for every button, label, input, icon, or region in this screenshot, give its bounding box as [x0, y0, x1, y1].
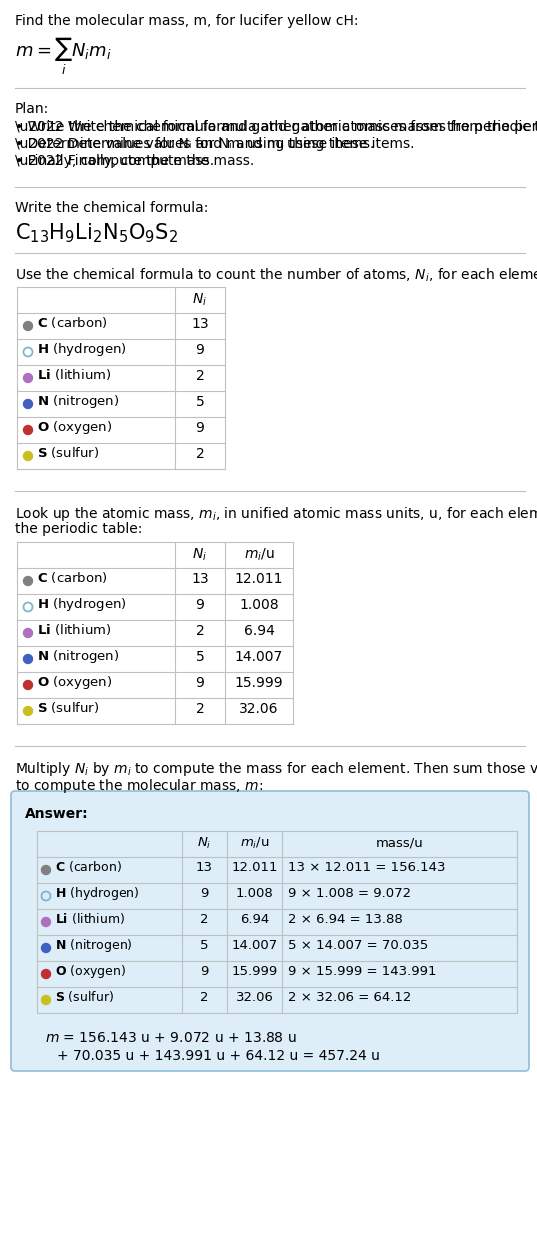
Text: the periodic table:: the periodic table: — [15, 522, 142, 535]
Text: $m = \sum_i N_i m_i$: $m = \sum_i N_i m_i$ — [15, 36, 112, 77]
Text: $N_i$: $N_i$ — [192, 547, 207, 563]
Text: Plan:: Plan: — [15, 102, 49, 116]
Text: $\bf{S}$ (sulfur): $\bf{S}$ (sulfur) — [37, 700, 99, 715]
Text: 6.94: 6.94 — [244, 624, 274, 638]
Text: 2: 2 — [195, 701, 205, 716]
Text: 2: 2 — [195, 369, 205, 383]
Text: 5: 5 — [195, 650, 205, 664]
Text: $\bf{C}$ (carbon): $\bf{C}$ (carbon) — [37, 314, 108, 329]
Text: $\bf{Li}$ (lithium): $\bf{Li}$ (lithium) — [37, 622, 111, 636]
Text: $\bf{H}$ (hydrogen): $\bf{H}$ (hydrogen) — [37, 341, 127, 358]
Circle shape — [41, 943, 50, 952]
Text: 9 × 15.999 = 143.991: 9 × 15.999 = 143.991 — [288, 965, 437, 978]
Text: 15.999: 15.999 — [235, 676, 284, 690]
Text: 9: 9 — [195, 598, 205, 612]
Circle shape — [24, 629, 33, 638]
Text: $\bf{N}$ (nitrogen): $\bf{N}$ (nitrogen) — [37, 393, 119, 411]
Text: $\bf{S}$ (sulfur): $\bf{S}$ (sulfur) — [55, 988, 114, 1003]
Text: • Determine values for Nᵢ and mᵢ using these items.: • Determine values for Nᵢ and mᵢ using t… — [15, 137, 374, 151]
Text: 32.06: 32.06 — [240, 701, 279, 716]
Circle shape — [24, 654, 33, 664]
Text: Write the chemical formula:: Write the chemical formula: — [15, 201, 208, 215]
Text: $\bf{S}$ (sulfur): $\bf{S}$ (sulfur) — [37, 446, 99, 461]
Text: 1.008: 1.008 — [239, 598, 279, 612]
Text: $\bf{Li}$ (lithium): $\bf{Li}$ (lithium) — [37, 367, 111, 382]
Text: $N_i$: $N_i$ — [197, 836, 212, 851]
Text: $m_i$/u: $m_i$/u — [244, 547, 274, 563]
Circle shape — [24, 706, 33, 715]
Text: 12.011: 12.011 — [231, 861, 278, 874]
Text: $\bf{N}$ (nitrogen): $\bf{N}$ (nitrogen) — [55, 937, 133, 953]
Text: 32.06: 32.06 — [236, 991, 273, 1003]
Circle shape — [24, 322, 33, 331]
Text: Use the chemical formula to count the number of atoms, $N_i$, for each element:: Use the chemical formula to count the nu… — [15, 267, 537, 285]
Text: 13: 13 — [191, 317, 209, 331]
Circle shape — [24, 452, 33, 461]
Text: 2: 2 — [200, 991, 209, 1003]
Text: \u2022 Finally, compute the mass.: \u2022 Finally, compute the mass. — [15, 154, 254, 168]
Text: $\bf{C}$ (carbon): $\bf{C}$ (carbon) — [55, 859, 122, 874]
Text: 13: 13 — [196, 861, 213, 874]
Circle shape — [24, 577, 33, 585]
Text: $\bf{O}$ (oxygen): $\bf{O}$ (oxygen) — [37, 419, 112, 436]
Circle shape — [24, 426, 33, 434]
Circle shape — [41, 996, 50, 1005]
Text: 9: 9 — [195, 343, 205, 357]
Text: • Finally, compute the mass.: • Finally, compute the mass. — [15, 154, 214, 168]
Text: 2: 2 — [195, 624, 205, 638]
Text: $\bf{Li}$ (lithium): $\bf{Li}$ (lithium) — [55, 911, 125, 926]
Text: $\bf{H}$ (hydrogen): $\bf{H}$ (hydrogen) — [37, 597, 127, 613]
Text: 13 × 12.011 = 156.143: 13 × 12.011 = 156.143 — [288, 861, 446, 874]
FancyBboxPatch shape — [11, 791, 529, 1071]
Text: 9: 9 — [200, 965, 209, 978]
Text: $\bf{O}$ (oxygen): $\bf{O}$ (oxygen) — [55, 963, 126, 980]
Text: 14.007: 14.007 — [235, 650, 283, 664]
Text: Look up the atomic mass, $m_i$, in unified atomic mass units, u, for each elemen: Look up the atomic mass, $m_i$, in unifi… — [15, 505, 537, 523]
Circle shape — [24, 373, 33, 382]
Text: \u2022 Determine values for Nᵢ and mᵢ using these items.: \u2022 Determine values for Nᵢ and mᵢ us… — [15, 137, 415, 151]
Text: 2: 2 — [195, 447, 205, 461]
Text: 9: 9 — [195, 676, 205, 690]
Text: 6.94: 6.94 — [240, 914, 269, 926]
Text: 12.011: 12.011 — [235, 572, 283, 587]
Text: + 70.035 u + 143.991 u + 64.12 u = 457.24 u: + 70.035 u + 143.991 u + 64.12 u = 457.2… — [57, 1050, 380, 1063]
Text: 9 × 1.008 = 9.072: 9 × 1.008 = 9.072 — [288, 887, 411, 900]
Text: to compute the molecular mass, $m$:: to compute the molecular mass, $m$: — [15, 778, 263, 795]
Circle shape — [24, 399, 33, 408]
Text: $m_i$/u: $m_i$/u — [240, 836, 269, 851]
Text: 2 × 6.94 = 13.88: 2 × 6.94 = 13.88 — [288, 914, 403, 926]
Text: $\bf{N}$ (nitrogen): $\bf{N}$ (nitrogen) — [37, 648, 119, 665]
Text: 9: 9 — [195, 421, 205, 436]
Text: 15.999: 15.999 — [231, 965, 278, 978]
Circle shape — [41, 917, 50, 926]
Text: $N_i$: $N_i$ — [192, 292, 207, 308]
Text: $\bf{H}$ (hydrogen): $\bf{H}$ (hydrogen) — [55, 885, 140, 902]
Text: 1.008: 1.008 — [236, 887, 273, 900]
Circle shape — [41, 970, 50, 978]
Text: \u2022 Write the chemical formula and gather atomic masses from the periodic tab: \u2022 Write the chemical formula and ga… — [15, 120, 537, 134]
Circle shape — [24, 680, 33, 689]
Text: 2 × 32.06 = 64.12: 2 × 32.06 = 64.12 — [288, 991, 411, 1003]
Text: Find the molecular mass, m, for lucifer yellow cH:: Find the molecular mass, m, for lucifer … — [15, 14, 359, 27]
Text: • Write the chemical formula and gather atomic masses from the periodic table.: • Write the chemical formula and gather … — [15, 120, 537, 134]
Text: Answer:: Answer: — [25, 807, 89, 821]
Text: 2: 2 — [200, 914, 209, 926]
Text: $\bf{O}$ (oxygen): $\bf{O}$ (oxygen) — [37, 674, 112, 691]
Text: $m$ = 156.143 u + 9.072 u + 13.88 u: $m$ = 156.143 u + 9.072 u + 13.88 u — [45, 1031, 296, 1045]
Text: mass/u: mass/u — [375, 836, 423, 849]
Text: 13: 13 — [191, 572, 209, 587]
Text: 5 × 14.007 = 70.035: 5 × 14.007 = 70.035 — [288, 938, 428, 952]
Circle shape — [41, 866, 50, 875]
Text: 5: 5 — [200, 938, 209, 952]
Text: 14.007: 14.007 — [231, 938, 278, 952]
Text: 5: 5 — [195, 396, 205, 409]
Text: $\bf{C}$ (carbon): $\bf{C}$ (carbon) — [37, 570, 108, 585]
Text: 9: 9 — [200, 887, 209, 900]
Text: Multiply $N_i$ by $m_i$ to compute the mass for each element. Then sum those val: Multiply $N_i$ by $m_i$ to compute the m… — [15, 760, 537, 778]
Text: $\mathregular{C_{13}H_9Li_2N_5O_9S_2}$: $\mathregular{C_{13}H_9Li_2N_5O_9S_2}$ — [15, 221, 178, 245]
